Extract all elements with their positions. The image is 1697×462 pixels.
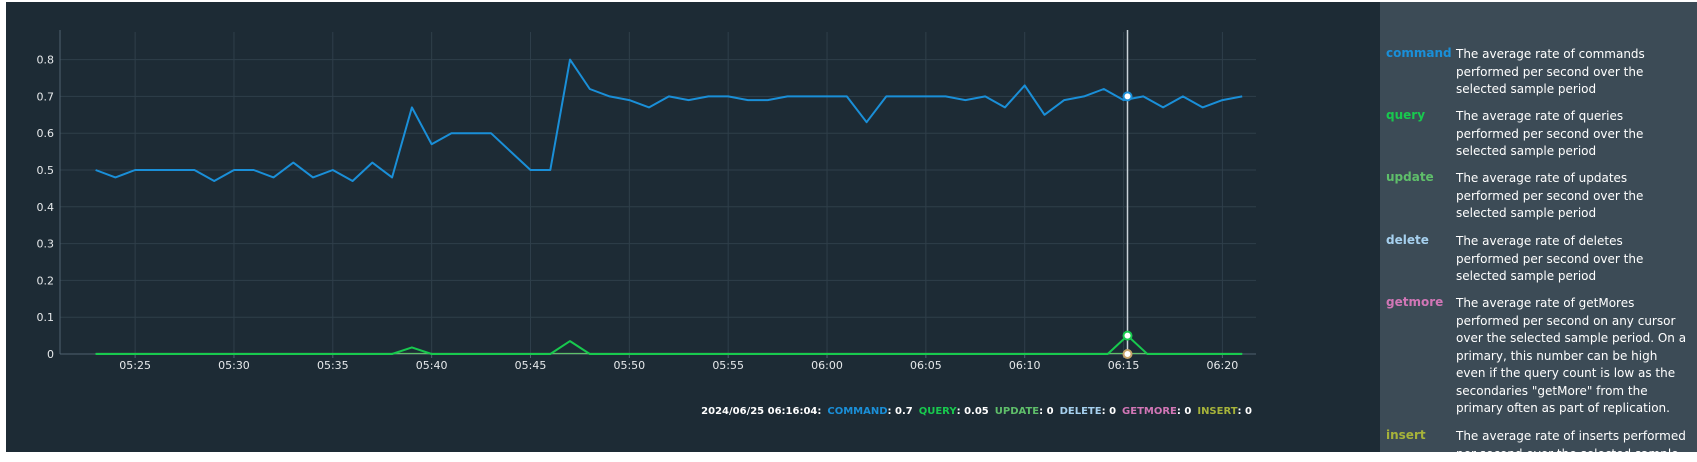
x-tick-label: 05:25 (119, 359, 151, 372)
x-tick-label: 06:15 (1108, 359, 1140, 372)
series-line-query[interactable] (95, 334, 1243, 355)
line-chart[interactable]: 0 0.1 0.2 0.3 0.4 0.5 0.6 0.7 0.8 05:25 05:30 05:35… (6, 2, 1380, 452)
hover-readout: 2024/06/25 06:16:04: COMMAND: 0.7 QUERY: 0… (701, 406, 1252, 417)
legend-desc-query: The average rate of queries performed pe… (1456, 109, 1644, 158)
y-tick-label: 0.7 (37, 90, 55, 103)
hover-query: QUERY: 0.05 (918, 406, 989, 417)
hover-point-command (1122, 91, 1133, 102)
x-tick-label: 06:05 (910, 359, 942, 372)
legend-desc-update: The average rate of updates performed pe… (1456, 171, 1644, 220)
hover-update: UPDATE: 0 (994, 406, 1054, 417)
legend-name-getmore: getmore (1386, 295, 1444, 309)
x-tick-label: 05:35 (317, 359, 349, 372)
legend-name-command: command (1386, 46, 1452, 60)
y-tick-label: 0.4 (37, 201, 55, 214)
hover-timestamp: 2024/06/25 06:16:04: (701, 406, 822, 417)
x-tick-label: 05:40 (416, 359, 448, 372)
hover-point-update (1122, 349, 1133, 359)
y-tick-label: 0.6 (37, 127, 55, 140)
legend-panel: command The average rate of commands per… (1380, 2, 1697, 452)
y-tick-label: 0.1 (37, 311, 55, 324)
x-tick-label: 06:10 (1009, 359, 1041, 372)
legend-name-insert: insert (1386, 428, 1426, 442)
chart-panel[interactable]: 0 0.1 0.2 0.3 0.4 0.5 0.6 0.7 0.8 05:25 05:30 05:35… (6, 2, 1380, 452)
y-tick-label: 0.8 (37, 54, 55, 67)
hover-command: COMMAND: 0.7 (827, 406, 913, 417)
hover-insert: INSERT: 0 (1197, 406, 1252, 417)
hover-getmore: GETMORE: 0 (1122, 406, 1192, 417)
y-tick-label: 0.3 (37, 238, 55, 251)
hover-delete: DELETE: 0 (1059, 406, 1117, 417)
y-tick-label: 0 (47, 348, 54, 361)
legend-name-query: query (1386, 108, 1426, 122)
hover-point-query (1122, 330, 1133, 341)
y-tick-label: 0.5 (37, 164, 55, 177)
legend-desc-command: The average rate of commands performed p… (1456, 47, 1645, 96)
legend-desc-getmore: The average rate of getMores performed p… (1456, 296, 1687, 415)
y-tick-label: 0.2 (37, 274, 55, 287)
x-tick-label: 05:45 (515, 359, 547, 372)
series-line-command[interactable] (95, 58, 1243, 182)
x-tick-label: 05:50 (613, 359, 645, 372)
legend-desc-delete: The average rate of deletes performed pe… (1456, 234, 1644, 283)
x-tick-label: 06:00 (811, 359, 843, 372)
legend-desc-insert: The average rate of inserts performed pe… (1456, 429, 1686, 452)
x-tick-label: 06:20 (1207, 359, 1239, 372)
legend-name-delete: delete (1386, 233, 1429, 247)
x-tick-label: 05:55 (712, 359, 744, 372)
x-tick-label: 05:30 (218, 359, 250, 372)
legend-name-update: update (1386, 170, 1434, 184)
